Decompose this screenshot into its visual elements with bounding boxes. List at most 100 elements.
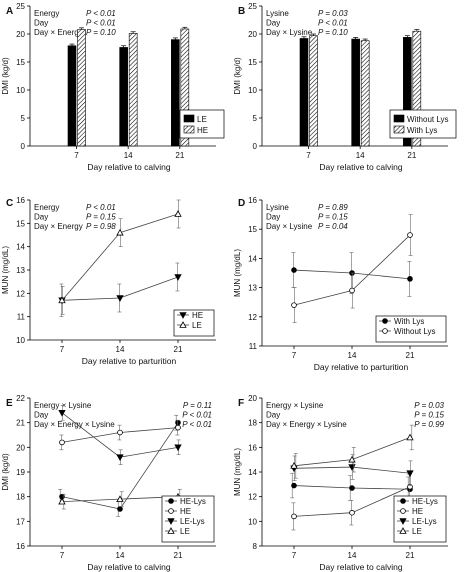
marker-open-triangle (116, 228, 124, 236)
x-tick-label: 14 (356, 151, 365, 160)
stat-label: Day (266, 213, 280, 222)
x-axis-label: Day relative to calving (87, 162, 170, 172)
panel-b: B 0 5 10 15 20 25 DMI (kg/d) Day relative to cal… (233, 2, 457, 172)
marker-filled-triangle (174, 444, 182, 452)
series-le (290, 424, 414, 479)
legend-swatch (393, 125, 405, 134)
y-tick-label: 15 (16, 58, 25, 67)
marker-open-triangle (348, 455, 356, 463)
legend-label: LE-Lys (412, 517, 437, 526)
x-axis-label: Day relative to calving (319, 162, 402, 172)
marker-open-triangle (399, 527, 407, 534)
legend-label: With Lys (394, 317, 424, 326)
stat-p-value: P = 0.11 (183, 401, 212, 410)
panel-letter: B (238, 6, 245, 17)
legend-swatch (393, 114, 405, 123)
x-tick-label: 21 (174, 551, 183, 560)
x-axis-label: Day relative to parturition (82, 356, 177, 366)
marker-open-triangle (58, 497, 66, 505)
y-tick-label: 20 (16, 30, 25, 39)
stat-p-value: P < 0.01 (182, 411, 212, 420)
series-le-lys (58, 405, 182, 465)
marker-open-circle (291, 513, 297, 520)
x-tick-label: 21 (407, 151, 416, 160)
y-tick-label: 14 (16, 243, 25, 252)
marker-filled-triangle (174, 274, 182, 281)
series-he (291, 474, 413, 531)
stat-p-value: P < 0.01 (86, 203, 116, 212)
marker-filled-circle (117, 506, 123, 512)
marker-filled-circle (175, 419, 181, 426)
y-tick-label: 18 (248, 419, 257, 428)
x-tick-label: 14 (116, 345, 125, 354)
legend-label: HE (412, 507, 423, 516)
legend-label: LE (180, 527, 190, 536)
marker-open-circle (349, 287, 355, 294)
stat-p-value: P < 0.01 (318, 19, 348, 28)
panel-d: D 11 12 13 14 15 16 MUN (mg/dL) Day relative to … (233, 196, 448, 372)
panel-letter: D (238, 198, 245, 209)
stat-label: Day × Energy (34, 222, 83, 231)
stat-label: Energy (34, 9, 59, 18)
marker-open-circle (400, 508, 406, 514)
stat-label: Energy (34, 203, 59, 212)
series-he (59, 419, 181, 451)
marker-filled-triangle (58, 409, 66, 417)
y-tick-label: 12 (16, 289, 25, 298)
bar-le (171, 39, 180, 147)
y-tick-label: 11 (249, 342, 258, 351)
y-tick-label: 18 (16, 493, 25, 502)
bar-without-lys (351, 38, 360, 147)
y-tick-label: 20 (248, 30, 257, 39)
marker-filled-circle (400, 498, 406, 504)
marker-filled-circle (291, 267, 297, 273)
x-tick-label: 7 (60, 551, 65, 560)
bar-with-lys (360, 40, 370, 147)
y-tick-label: 13 (16, 266, 25, 275)
y-tick-label: 16 (248, 443, 257, 452)
legend-label: HE (192, 311, 203, 320)
y-tick-label: 20 (16, 443, 25, 452)
y-tick-label: 10 (248, 517, 257, 526)
series-without-lys (291, 214, 413, 323)
marker-open-triangle (290, 462, 298, 469)
marker-open-circle (117, 429, 123, 436)
series-he (58, 262, 182, 317)
stat-p-value: P = 0.15 (318, 213, 348, 222)
x-tick-label: 14 (116, 551, 125, 560)
marker-filled-circle (407, 276, 413, 282)
stat-p-value: P = 0.15 (86, 213, 116, 222)
bar-with-lys (309, 35, 318, 147)
series-line (293, 234, 411, 306)
marker-open-triangle (167, 527, 175, 534)
bar-le (119, 47, 128, 147)
panel-letter: E (6, 398, 13, 409)
stat-label: Day × Energy (34, 28, 83, 37)
x-tick-label: 7 (306, 151, 311, 160)
stat-p-value: P < 0.01 (86, 19, 116, 28)
stat-p-value: P = 0.04 (318, 222, 348, 231)
x-axis-label: Day relative to calving (87, 562, 170, 572)
legend-box (389, 109, 457, 139)
panel-letter: A (6, 6, 13, 17)
marker-open-triangle (174, 210, 182, 217)
x-axis-label: Day relative to parturition (314, 362, 409, 372)
x-tick-label: 7 (292, 551, 297, 560)
legend-label: LE (412, 527, 422, 536)
legend-label: LE (192, 321, 202, 330)
legend-label: With Lys (407, 126, 437, 135)
y-tick-label: 0 (21, 142, 26, 151)
marker-open-triangle (116, 495, 124, 502)
legend-label: HE-Lys (180, 497, 206, 506)
marker-open-circle (407, 232, 413, 238)
y-tick-label: 8 (253, 542, 258, 551)
marker-filled-triangle (406, 470, 414, 478)
stat-label: Day (34, 213, 48, 222)
y-axis-label: MUN (mg/dL) (233, 448, 242, 496)
y-tick-label: 10 (16, 336, 25, 345)
stat-p-value: P = 0.03 (318, 9, 348, 18)
y-tick-label: 16 (248, 196, 257, 205)
x-tick-label: 7 (60, 345, 65, 354)
x-tick-label: 21 (406, 551, 415, 560)
